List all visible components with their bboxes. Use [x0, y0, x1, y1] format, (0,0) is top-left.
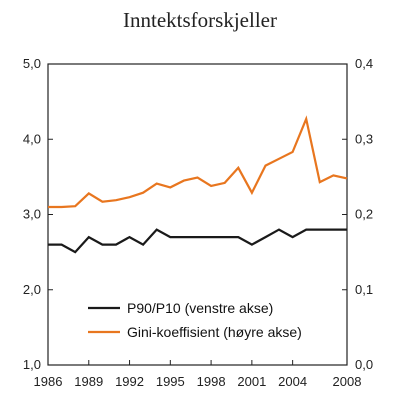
left-axis-tick-label: 5,0: [23, 56, 41, 71]
right-axis-tick-label: 0,3: [355, 131, 373, 146]
x-axis-tick-label: 1995: [156, 374, 185, 389]
chart-title: Inntektsforskjeller: [123, 8, 277, 32]
x-axis-tick-label: 2001: [237, 374, 266, 389]
right-axis-tick-label: 0,1: [355, 282, 373, 297]
left-axis-tick-label: 1,0: [23, 357, 41, 372]
left-axis-tick-label: 2,0: [23, 282, 41, 297]
x-axis-tick-label: 1986: [34, 374, 63, 389]
left-axis-tick-label: 3,0: [23, 207, 41, 222]
x-axis-tick-label: 2004: [278, 374, 307, 389]
series-line-p90-p10: [48, 228, 347, 254]
left-axis-tick-label: 4,0: [23, 131, 41, 146]
series-line-gini: [48, 115, 348, 209]
right-axis-tick-label: 0,4: [355, 56, 373, 71]
x-axis-tick-label: 2008: [333, 374, 362, 389]
legend-label-gini: Gini-koeffisient (høyre akse): [127, 324, 302, 340]
x-axis-tick-label: 1992: [115, 374, 144, 389]
x-axis-tick-label: 1998: [197, 374, 226, 389]
plot-frame: [47, 63, 348, 366]
right-axis-tick-label: 0,0: [355, 357, 373, 372]
legend-label-p90-p10: P90/P10 (venstre akse): [127, 300, 273, 316]
right-axis-tick-label: 0,2: [355, 207, 373, 222]
x-axis-tick-label: 1989: [74, 374, 103, 389]
